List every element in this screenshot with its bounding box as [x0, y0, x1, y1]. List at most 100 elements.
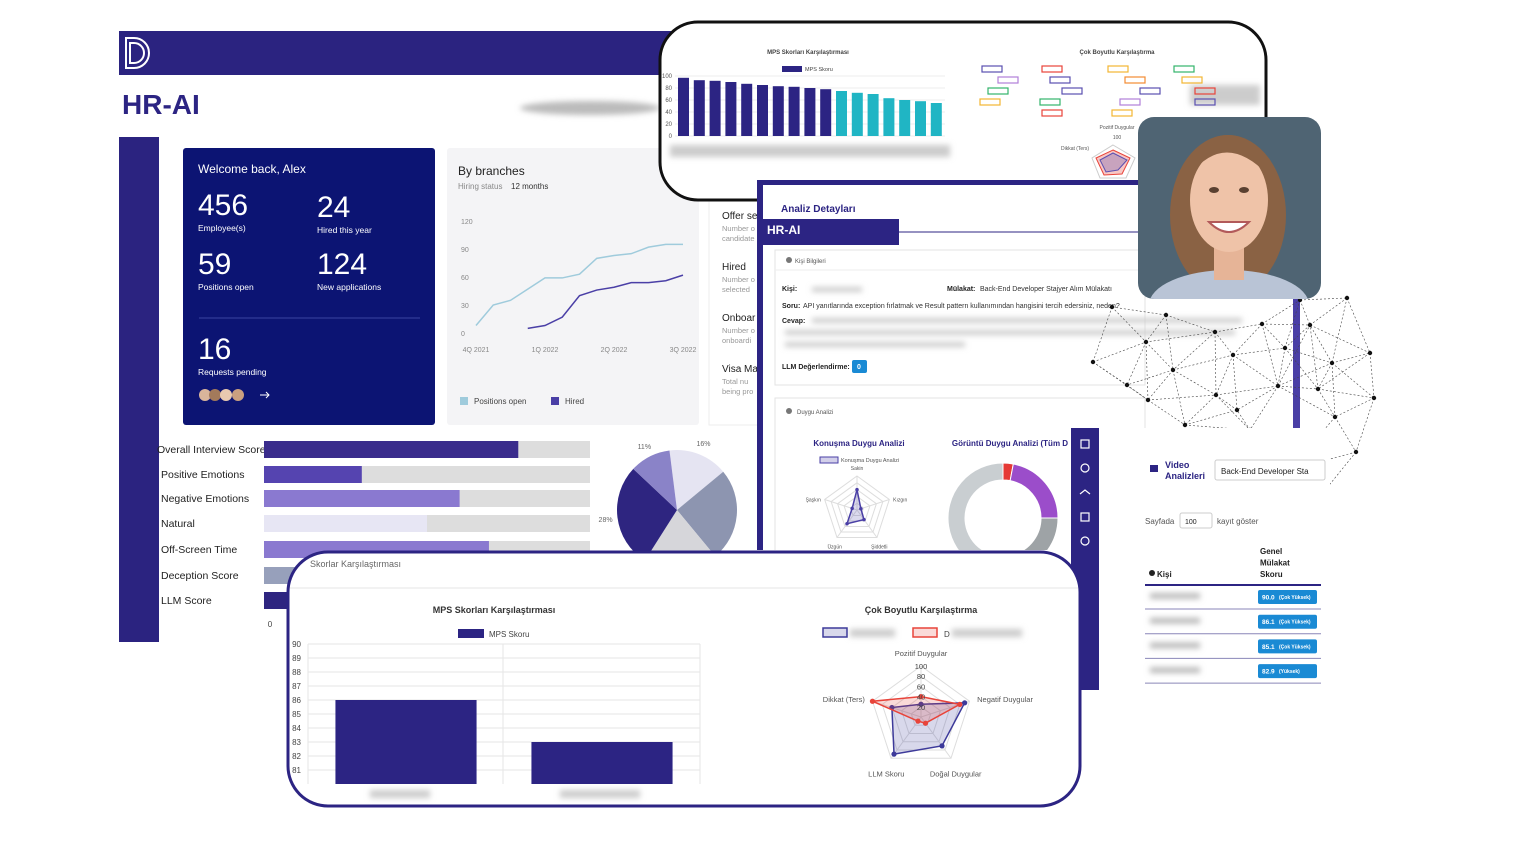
network-edge	[1232, 347, 1286, 356]
network-edge	[1147, 369, 1174, 401]
axis-label: Negatif Duygular	[977, 695, 1033, 704]
network-edge	[1261, 299, 1301, 325]
bar	[899, 100, 911, 136]
blurred-name	[1150, 617, 1200, 624]
network-node	[1213, 392, 1219, 398]
field-value: API yanıtlarında exception fırlatmak ve …	[803, 303, 1120, 310]
x-tick-label: 1Q 2022	[532, 347, 559, 354]
pipeline-desc: Number o	[722, 326, 755, 335]
network-edge	[1092, 341, 1147, 363]
network-node	[1367, 350, 1373, 356]
network-edge	[1331, 362, 1375, 399]
grid-ring	[830, 482, 884, 533]
blurred-name	[1150, 593, 1200, 599]
pie-label: 16%	[696, 441, 710, 448]
legend-swatch	[460, 397, 468, 405]
network-edge	[1172, 331, 1216, 371]
network-edge	[1092, 361, 1149, 401]
radar-point	[962, 700, 968, 706]
pie-slice	[617, 468, 677, 561]
radar-point	[922, 720, 929, 726]
arrow-icon[interactable]	[260, 391, 270, 399]
radar-point	[918, 701, 924, 707]
person-icon	[1149, 570, 1155, 576]
network-edge	[1126, 369, 1174, 386]
radar-point	[869, 698, 876, 704]
score-value: 85.1	[1262, 644, 1275, 651]
page-size-select[interactable]	[1179, 512, 1213, 529]
axis-label: Kızgın	[893, 497, 907, 503]
panel-left-border	[757, 180, 763, 550]
y-tick-label: 90	[292, 640, 301, 649]
pipeline-title: Hired	[722, 262, 746, 273]
search-input[interactable]	[1214, 459, 1326, 481]
network-edge	[1309, 324, 1319, 390]
y-tick-label: 120	[461, 219, 473, 226]
network-edge	[1215, 354, 1234, 396]
radar-point	[855, 487, 859, 492]
network-node	[1124, 382, 1130, 388]
branches-card	[447, 148, 699, 425]
radar-area	[869, 695, 962, 724]
brand-label: HR-AI	[767, 223, 800, 237]
network-edge	[1309, 324, 1333, 364]
network-edge	[1145, 314, 1167, 343]
welcome-card	[183, 148, 435, 425]
axis-label: Dikkat (Ters)	[1061, 146, 1089, 152]
network-edge	[1369, 352, 1375, 399]
stat-label: New applications	[317, 282, 381, 292]
network-node	[1329, 360, 1335, 366]
network-node	[1090, 359, 1096, 365]
scrollbar	[1293, 290, 1300, 430]
network-edge	[1261, 323, 1286, 349]
axis-label: Doğal Duygular	[930, 770, 982, 779]
chart-title: Konuşma Duygu Analizi	[813, 439, 904, 448]
y-tick-label: 40	[665, 110, 672, 116]
network-edge	[1355, 397, 1375, 453]
field-label: Kişi:	[782, 286, 797, 293]
axis-label: Üzgün	[827, 544, 842, 551]
network-edge	[1172, 369, 1217, 396]
bar	[836, 91, 847, 136]
r-tick-label: 60	[917, 682, 925, 691]
network-node	[1353, 449, 1359, 455]
network-edge	[1111, 306, 1147, 343]
score-level: (Yüksek)	[1279, 669, 1300, 675]
chart-title: Çok Boyutlu Karşılaştırma	[865, 605, 979, 615]
network-edge	[1277, 324, 1311, 387]
radar-point	[862, 517, 866, 522]
y-tick-label: 30	[461, 303, 469, 310]
stat-label: Employee(s)	[198, 223, 246, 233]
network-edge	[1277, 347, 1286, 387]
network-node	[1182, 422, 1188, 428]
legend-boxes	[979, 65, 1216, 117]
avatars	[199, 389, 244, 401]
network-edge	[1331, 362, 1336, 418]
legend-swatch	[822, 627, 848, 638]
y-tick-label: 85	[292, 710, 301, 719]
chart-title: MPS Skorları Karşılaştırması	[767, 50, 849, 56]
field-label: Cevap:	[782, 318, 805, 325]
axis-label: Şaşkın	[806, 497, 822, 503]
network-node	[1145, 397, 1151, 403]
network-node	[1371, 395, 1377, 401]
label: kayıt göster	[1217, 517, 1259, 526]
blurred-answer	[785, 287, 1242, 347]
network-edge	[1309, 324, 1371, 354]
pie-slice	[633, 450, 677, 510]
panel-title: Analiz Detayları	[781, 204, 856, 215]
sidebar-icons[interactable]	[1079, 439, 1091, 546]
x-tick-label: 4Q 2021	[463, 347, 490, 354]
column-header: Mülakat	[1260, 559, 1290, 568]
y-tick-label: 86	[292, 696, 301, 705]
score-badge	[1258, 639, 1317, 654]
card-title: By branches	[458, 164, 525, 178]
bar-label: LLM Score	[161, 595, 212, 607]
mini-radar	[1091, 144, 1136, 179]
bar	[820, 89, 832, 136]
chart-title: MPS Skorları Karşılaştırması	[433, 605, 556, 615]
network-node	[1307, 322, 1313, 328]
llm-score: 0	[857, 364, 861, 371]
x-tick-label: 3Q 2022	[670, 347, 697, 354]
